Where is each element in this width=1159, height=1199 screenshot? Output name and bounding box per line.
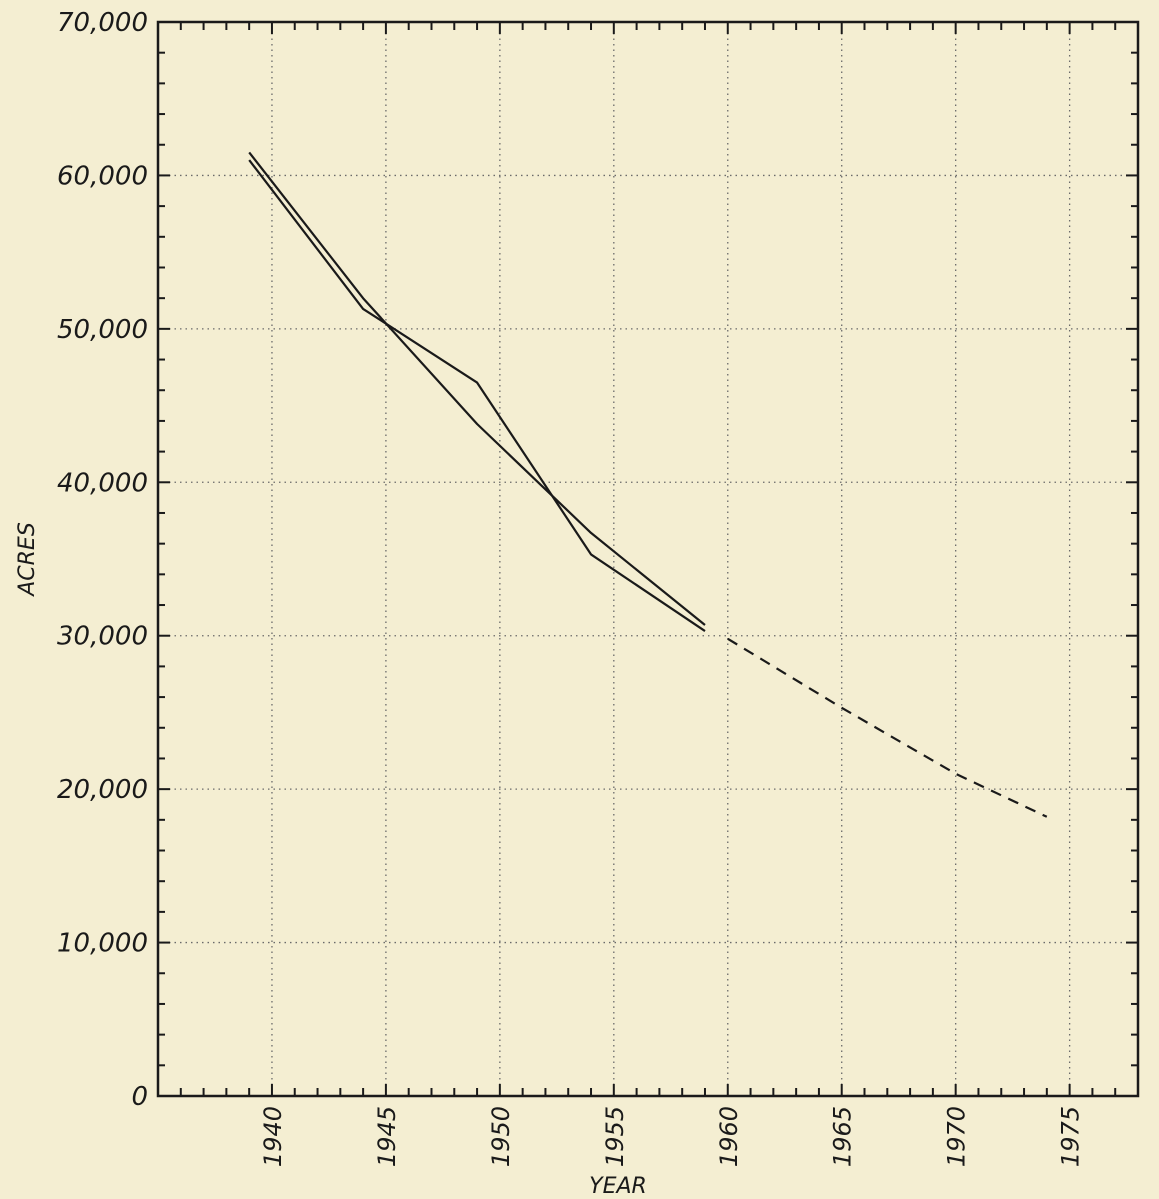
y-axis-label: ACRES <box>15 522 40 598</box>
x-tick-labels: 1940 1945 1950 1955 1960 1965 1970 1975 <box>259 1106 1085 1167</box>
x-tick-label-1960: 1960 <box>715 1106 743 1167</box>
y-tick-label-70000: 70,000 <box>57 8 148 38</box>
x-tick-label-1975: 1975 <box>1057 1106 1085 1167</box>
y-tick-label-20000: 20,000 <box>57 775 148 805</box>
x-tick-label-1970: 1970 <box>943 1106 971 1167</box>
x-tick-label-1955: 1955 <box>601 1106 629 1167</box>
x-tick-label-1940: 1940 <box>259 1106 287 1167</box>
x-tick-label-1945: 1945 <box>373 1106 401 1167</box>
y-tick-label-10000: 10,000 <box>57 929 148 959</box>
x-tick-label-1950: 1950 <box>487 1106 515 1167</box>
series-line-3 <box>727 637 1048 818</box>
x-tick-label-1965: 1965 <box>829 1106 857 1167</box>
x-axis-label: YEAR <box>589 1174 647 1199</box>
series-line-1 <box>248 159 706 633</box>
data-series <box>248 151 1048 818</box>
series-line-2 <box>248 151 706 626</box>
y-tick-label-60000: 60,000 <box>57 161 148 191</box>
y-tick-label-50000: 50,000 <box>57 315 148 345</box>
y-tick-label-40000: 40,000 <box>57 468 148 498</box>
y-tick-label-30000: 30,000 <box>57 622 148 652</box>
grid-lines <box>158 22 1138 1096</box>
y-tick-labels: 0 10,000 20,000 30,000 40,000 50,000 60,000 70,… <box>57 8 148 1112</box>
axis-ticks <box>157 22 1139 1096</box>
plot-frame <box>156 20 1140 1098</box>
y-tick-label-0: 0 <box>131 1082 148 1112</box>
